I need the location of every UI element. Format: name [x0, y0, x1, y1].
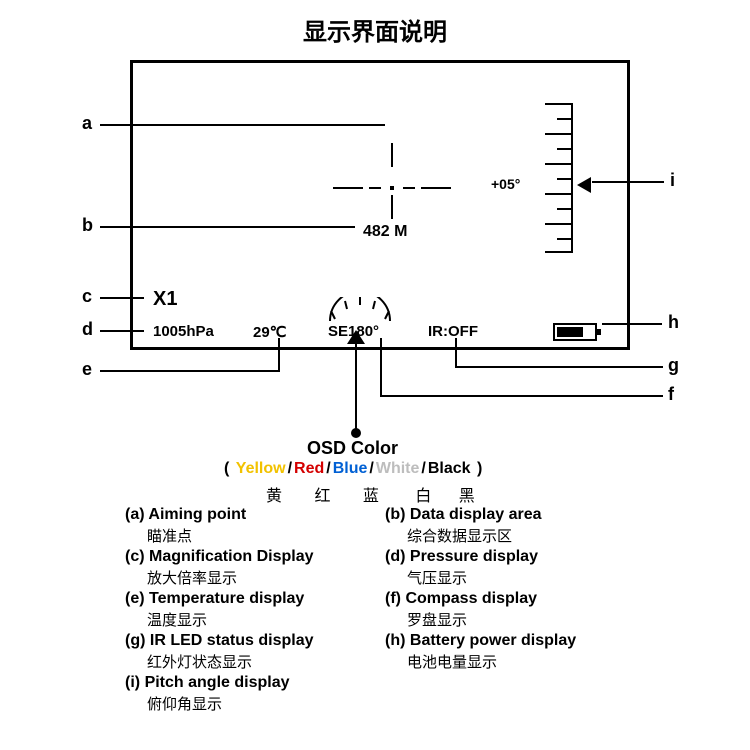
lead-h [602, 323, 662, 325]
legend-h: (h) Battery power display 电池电量显示 [385, 631, 645, 673]
legend-e: (e) Temperature display 温度显示 [125, 589, 385, 631]
temperature-value: 29℃ [253, 323, 287, 341]
legend-g: (g) IR LED status display 红外灯状态显示 [125, 631, 385, 673]
pitch-scale [533, 103, 573, 253]
osd-yellow: Yellow [236, 460, 286, 477]
legend-d: (d) Pressure display 气压显示 [385, 547, 645, 589]
osd-color-cn: 黄 红 蓝 白 黑 [250, 482, 482, 506]
legend-f: (f) Compass display 罗盘显示 [385, 589, 645, 631]
lead-g-v [455, 338, 457, 368]
lead-g [455, 366, 663, 368]
legend-c: (c) Magnification Display 放大倍率显示 [125, 547, 385, 589]
label-c: c [82, 286, 92, 307]
label-h: h [668, 312, 679, 333]
osd-white: White [376, 460, 420, 477]
label-f: f [668, 384, 674, 405]
aiming-reticle [333, 143, 453, 223]
legend-table: (a) Aiming point 瞄准点 (b) Data display ar… [125, 505, 645, 715]
label-b: b [82, 215, 93, 236]
pressure-value: 1005hPa [153, 323, 214, 340]
paren-close: ) [473, 460, 483, 477]
lead-e-v [278, 338, 280, 372]
battery-icon [553, 323, 597, 341]
lead-i [592, 181, 664, 183]
legend-b: (b) Data display area 综合数据显示区 [385, 505, 645, 547]
osd-arrow-ball-icon [351, 428, 361, 438]
osd-color-title: OSD Color [307, 438, 398, 459]
osd-arrow-head-icon [347, 330, 365, 344]
pitch-value: +05° [491, 176, 520, 192]
lead-a [100, 124, 385, 126]
osd-arrow-line [355, 338, 357, 433]
label-g: g [668, 355, 679, 376]
distance-value: 482 M [363, 223, 407, 241]
osd-blue: Blue [333, 460, 368, 477]
lead-f-v [380, 338, 382, 397]
osd-color-list: ( Yellow/Red/Blue/White/Black ) [223, 460, 483, 478]
ir-value: IR:OFF [428, 323, 478, 340]
label-e: e [82, 359, 92, 380]
legend-a: (a) Aiming point 瞄准点 [125, 505, 385, 547]
display-screen: 482 M +05° X1 1005hPa 29℃ SE180° IR:OFF [130, 60, 630, 350]
label-i: i [670, 170, 675, 191]
lead-c [100, 297, 144, 299]
label-a: a [82, 113, 92, 134]
page-title: 显示界面说明 [0, 12, 750, 47]
osd-red: Red [294, 460, 324, 477]
lead-e [100, 370, 280, 372]
label-d: d [82, 319, 93, 340]
osd-black: Black [428, 460, 471, 477]
lead-b [100, 226, 355, 228]
lead-d [100, 330, 144, 332]
paren-open: ( [224, 460, 234, 477]
legend-i: (i) Pitch angle display 俯仰角显示 [125, 673, 385, 715]
zoom-value: X1 [153, 288, 177, 311]
compass-arc-icon [325, 297, 395, 323]
pitch-pointer-icon [577, 177, 591, 193]
lead-f [380, 395, 663, 397]
